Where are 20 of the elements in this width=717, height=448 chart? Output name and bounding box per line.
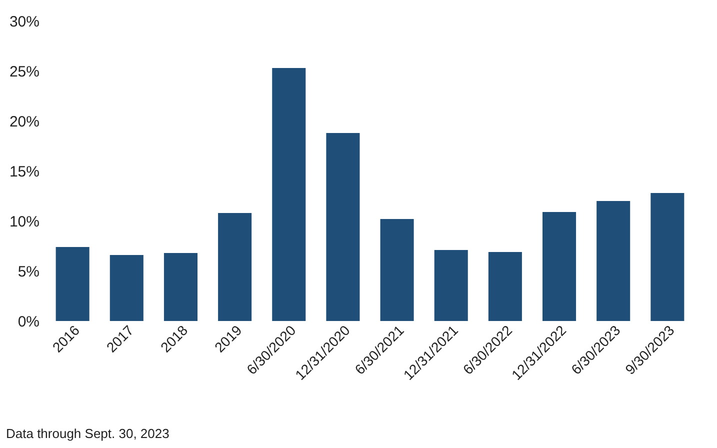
bar — [164, 253, 198, 321]
y-tick-label: 30% — [9, 14, 40, 30]
y-tick-label: 10% — [9, 214, 40, 230]
bar — [110, 255, 144, 321]
bar — [488, 252, 522, 321]
y-tick-label: 5% — [18, 264, 40, 280]
bar — [434, 250, 468, 321]
y-tick-label: 20% — [9, 114, 40, 130]
y-tick-label: 15% — [9, 164, 40, 180]
text: Data through Sept. 30, 2023 — [6, 426, 170, 441]
bar — [596, 201, 630, 321]
bar — [380, 219, 414, 321]
bar — [218, 213, 252, 321]
bar — [542, 212, 576, 321]
bar — [650, 193, 684, 321]
bar — [272, 68, 306, 321]
bar — [326, 133, 360, 321]
y-tick-label: 25% — [9, 64, 40, 80]
y-tick-label: 0% — [18, 314, 40, 330]
bar — [56, 247, 90, 321]
